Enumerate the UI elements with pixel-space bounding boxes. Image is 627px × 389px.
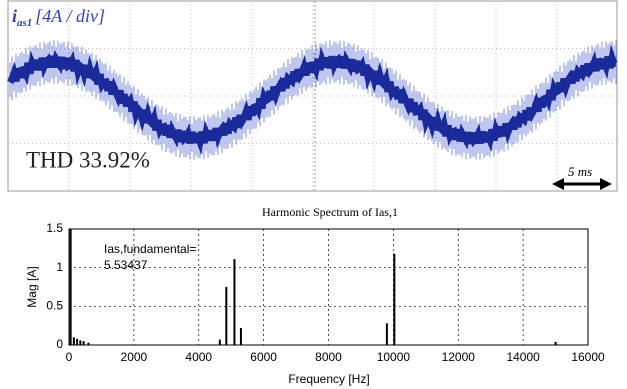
y-tick-label: 1 <box>56 260 63 274</box>
x-tick-label: 2000 <box>121 350 148 364</box>
y-tick-label: 0 <box>56 337 63 351</box>
x-tick-label: 12000 <box>442 350 476 364</box>
scale: [4A / div] <box>35 6 105 26</box>
y-label: Mag [A] <box>25 266 39 307</box>
x-tick-label: 4000 <box>185 350 212 364</box>
x-tick-label: 6000 <box>250 350 277 364</box>
y-tick-label: 0.5 <box>46 299 63 313</box>
y-tick-label: 1.5 <box>46 221 63 235</box>
x-label: Frequency [Hz] <box>288 372 369 386</box>
annotation: Ias,fundamental= <box>104 242 196 256</box>
x-tick-label: 8000 <box>315 350 342 364</box>
x-tick-label: 14000 <box>506 350 540 364</box>
page: ias1[4A / div] THD 33.92% 5 ms Harmonic … <box>0 0 627 389</box>
thd: THD 33.92% <box>26 147 150 172</box>
x-tick-label: 0 <box>66 350 73 364</box>
chart-title: Harmonic Spectrum of Ias,1 <box>262 205 398 219</box>
x-tick-label: 10000 <box>377 350 411 364</box>
scope-panel: ias1[4A / div] THD 33.92% 5 ms <box>8 1 617 191</box>
time-div: 5 ms <box>568 164 592 179</box>
x-tick-label: 16000 <box>571 350 605 364</box>
annotation: 5.53437 <box>104 258 148 272</box>
signal-sub: as1 <box>17 17 32 29</box>
